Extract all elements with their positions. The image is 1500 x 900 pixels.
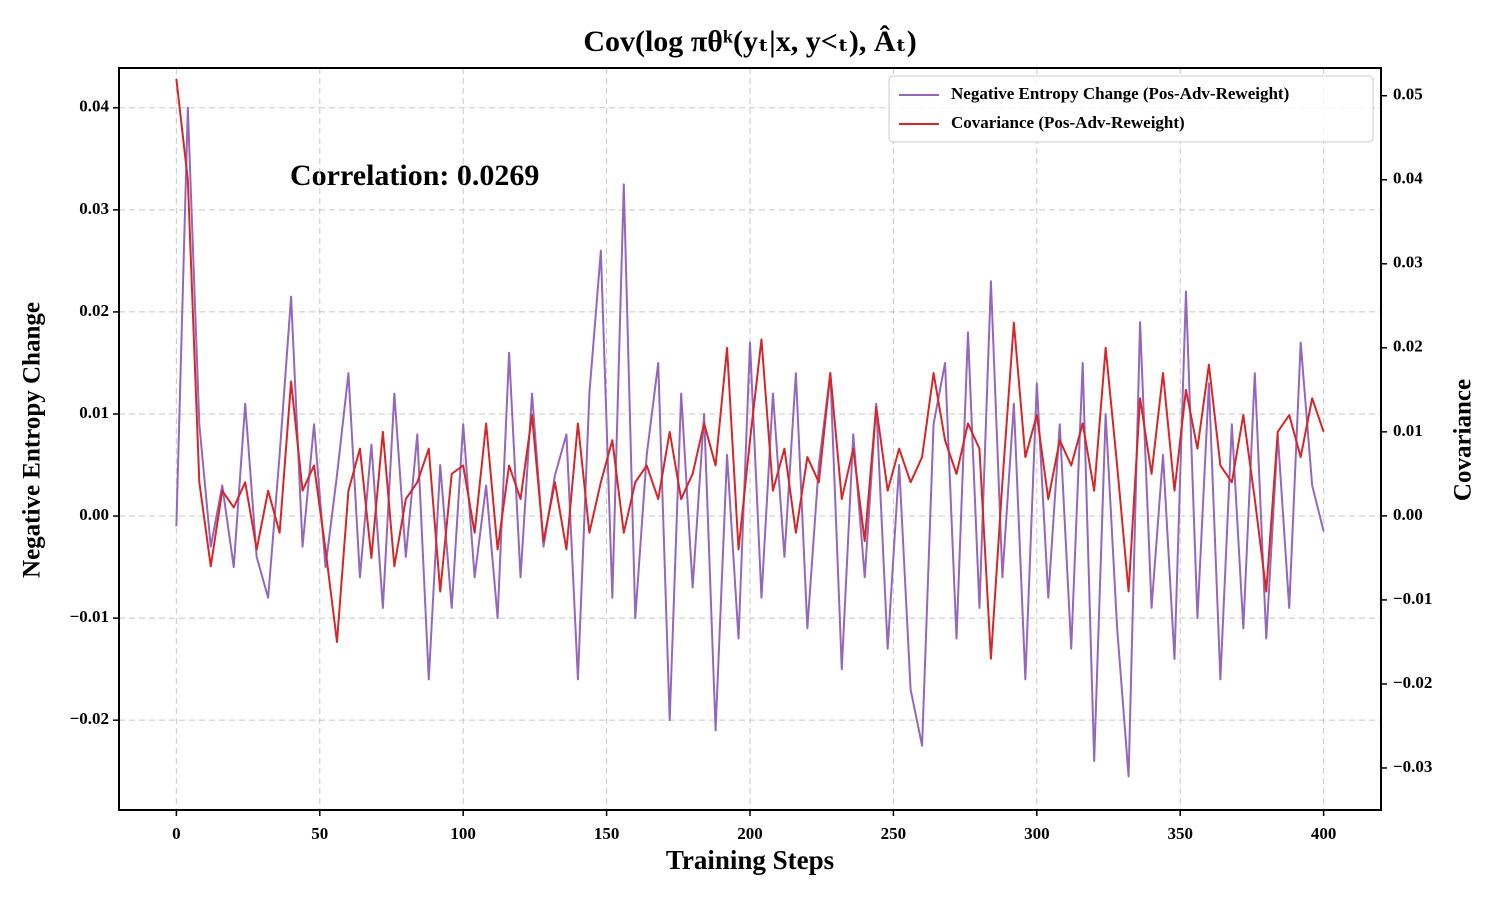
y2-tick-label: 0.05 bbox=[1393, 85, 1423, 104]
y2-tick-label: −0.01 bbox=[1393, 589, 1432, 608]
plot-frame bbox=[118, 67, 1382, 811]
x-tick-label: 0 bbox=[172, 824, 181, 843]
y-tick-label: 0.03 bbox=[79, 199, 109, 218]
y-tick-label: 0.02 bbox=[79, 301, 109, 320]
x-tick-label: 200 bbox=[737, 824, 763, 843]
y2-tick-label: −0.02 bbox=[1393, 673, 1432, 692]
y2-tick-label: 0.03 bbox=[1393, 253, 1423, 272]
data-line bbox=[175, 78, 1325, 660]
x-axis-label: Training Steps bbox=[666, 845, 834, 875]
y2-tick-label: 0.04 bbox=[1393, 169, 1423, 188]
x-tick-label: 250 bbox=[881, 824, 907, 843]
x-tick-label: 350 bbox=[1167, 824, 1193, 843]
x-tick-label: 50 bbox=[311, 824, 328, 843]
y2-tick-label: −0.03 bbox=[1393, 757, 1432, 776]
y-tick-label: 0.00 bbox=[79, 505, 109, 524]
x-tick-label: 100 bbox=[450, 824, 476, 843]
y-tick-label: 0.04 bbox=[79, 97, 109, 116]
annotation: Correlation: 0.0269 bbox=[290, 159, 539, 192]
y2-tick-label: 0.01 bbox=[1393, 421, 1423, 440]
legend-box bbox=[888, 75, 1374, 143]
chart-title: Cov(log πθᵏ(yₜ|x, y<ₜ), Âₜ) bbox=[583, 25, 916, 58]
x-tick-label: 300 bbox=[1024, 824, 1050, 843]
plot-area bbox=[175, 78, 1325, 778]
data-line bbox=[175, 106, 1325, 778]
y-tick-label: −0.01 bbox=[70, 607, 109, 626]
y2-tick-label: 0.00 bbox=[1393, 505, 1423, 524]
y-axis-label: Negative Entropy Change bbox=[19, 302, 46, 578]
legend-label: Negative Entropy Change (Pos-Adv-Reweigh… bbox=[951, 84, 1289, 103]
y-tick-label: −0.02 bbox=[70, 709, 109, 728]
x-tick-label: 150 bbox=[594, 824, 620, 843]
y-tick-label: 0.01 bbox=[79, 403, 109, 422]
y2-axis-label: Covariance bbox=[1450, 379, 1477, 501]
x-tick-label: 400 bbox=[1311, 824, 1337, 843]
y2-tick-label: 0.02 bbox=[1393, 337, 1423, 356]
legend-label: Covariance (Pos-Adv-Reweight) bbox=[951, 113, 1185, 132]
